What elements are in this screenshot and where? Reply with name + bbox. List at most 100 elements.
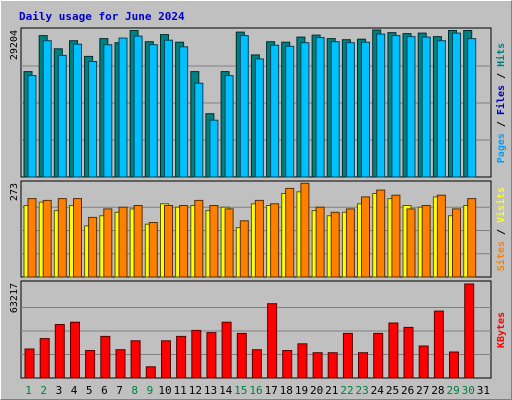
bar-sites-day-8 [133,205,143,278]
bar-files-day-21 [330,41,340,178]
bar-kbytes-day-13 [206,332,217,379]
day-label-17: 17 [265,384,278,397]
day-label-28: 28 [431,384,444,397]
bar-sites-day-4 [73,198,82,278]
bar-sites-day-13 [209,205,219,278]
side-legend-part: / [496,223,507,241]
day-label-7: 7 [116,384,123,397]
bar-sites-day-27 [421,205,431,278]
day-label-12: 12 [189,384,202,397]
bar-kbytes-day-11 [176,335,187,379]
bar-kbytes-day-29 [449,351,459,379]
bar-sites-day-25 [391,194,401,278]
y-axis-max-label: 63217 [9,283,20,313]
panel-1: 29204 Pages / Files / Hits [9,27,507,178]
side-legend-part: Visits [495,187,507,223]
day-label-29: 29 [446,384,459,397]
bar-sites-day-10 [164,205,173,278]
bar-sites-day-23 [361,196,370,278]
bar-files-day-7 [118,37,128,178]
bar-kbytes-day-30 [464,283,475,379]
bar-sites-day-7 [118,206,128,278]
y-axis-max-label: 29204 [9,30,20,60]
bar-files-day-4 [73,43,82,178]
side-legend-part: Files [495,85,507,115]
bar-kbytes-day-10 [161,340,171,379]
day-label-4: 4 [71,384,78,397]
day-label-5: 5 [86,384,93,397]
day-label-3: 3 [56,384,63,397]
side-legend-part: KBytes [496,312,507,348]
day-label-19: 19 [295,384,308,397]
side-legend-1: Pages / Files / Hits [495,43,507,163]
bar-sites-day-29 [452,208,461,278]
day-label-24: 24 [371,384,385,397]
side-legend-part: Pages [496,133,507,163]
y-axis-max-label: 273 [9,183,20,201]
bar-files-day-25 [391,35,401,178]
day-label-20: 20 [310,384,323,397]
day-label-15: 15 [234,384,247,397]
day-label-26: 26 [401,384,414,397]
bar-kbytes-day-17 [267,303,278,379]
day-label-6: 6 [101,384,108,397]
bar-files-day-9 [148,44,158,178]
bar-sites-day-16 [254,199,264,278]
day-label-1: 1 [25,384,32,397]
bar-kbytes-day-2 [39,338,50,379]
bar-files-day-14 [224,75,234,178]
bar-kbytes-day-16 [251,349,262,379]
day-label-18: 18 [280,384,293,397]
bar-files-day-11 [179,46,189,178]
bar-files-day-26 [406,36,416,178]
bar-sites-day-21 [330,211,340,278]
bar-sites-day-26 [406,208,416,278]
day-label-13: 13 [204,384,217,397]
day-label-23: 23 [355,384,368,397]
day-label-14: 14 [219,384,233,397]
bar-files-day-24 [376,33,386,178]
bar-kbytes-day-25 [388,322,399,379]
bar-files-day-28 [436,40,446,178]
side-legend-part: / [496,67,507,85]
bar-sites-day-11 [179,205,189,278]
bar-files-day-17 [270,44,280,178]
bar-sites-day-15 [239,220,249,278]
bar-kbytes-day-6 [100,335,111,379]
day-label-2: 2 [40,384,47,397]
bar-sites-day-6 [103,208,113,278]
bar-kbytes-day-26 [403,326,414,379]
bar-kbytes-day-1 [24,348,35,379]
bar-kbytes-day-12 [191,329,202,379]
day-label-30: 30 [462,384,475,397]
bar-files-day-22 [345,42,355,178]
bar-sites-day-3 [57,198,67,278]
bar-sites-day-22 [345,208,355,278]
day-label-27: 27 [416,384,429,397]
bar-kbytes-day-5 [85,350,96,379]
bar-files-day-1 [27,75,37,178]
bar-files-day-27 [421,36,431,178]
day-label-31: 31 [477,384,490,397]
bar-sites-day-9 [148,222,158,278]
bar-kbytes-day-4 [70,321,80,379]
day-label-25: 25 [386,384,399,397]
bar-kbytes-day-20 [312,352,323,379]
bar-files-day-20 [315,37,325,178]
bar-files-day-6 [103,44,113,178]
bar-kbytes-day-21 [327,352,338,379]
bar-sites-day-14 [224,208,234,278]
bar-sites-day-1 [27,198,37,278]
day-label-11: 11 [174,384,187,397]
bar-sites-day-5 [88,216,98,278]
bar-files-day-23 [361,41,370,178]
bar-kbytes-day-24 [373,332,384,379]
bar-kbytes-day-3 [54,324,65,379]
bar-sites-day-24 [376,189,386,278]
panel-2: 273 Sites / Visits [9,180,507,278]
bar-files-day-10 [164,39,173,178]
side-legend-3: KBytes [496,312,507,348]
bar-kbytes-day-7 [115,349,126,379]
day-label-21: 21 [325,384,338,397]
